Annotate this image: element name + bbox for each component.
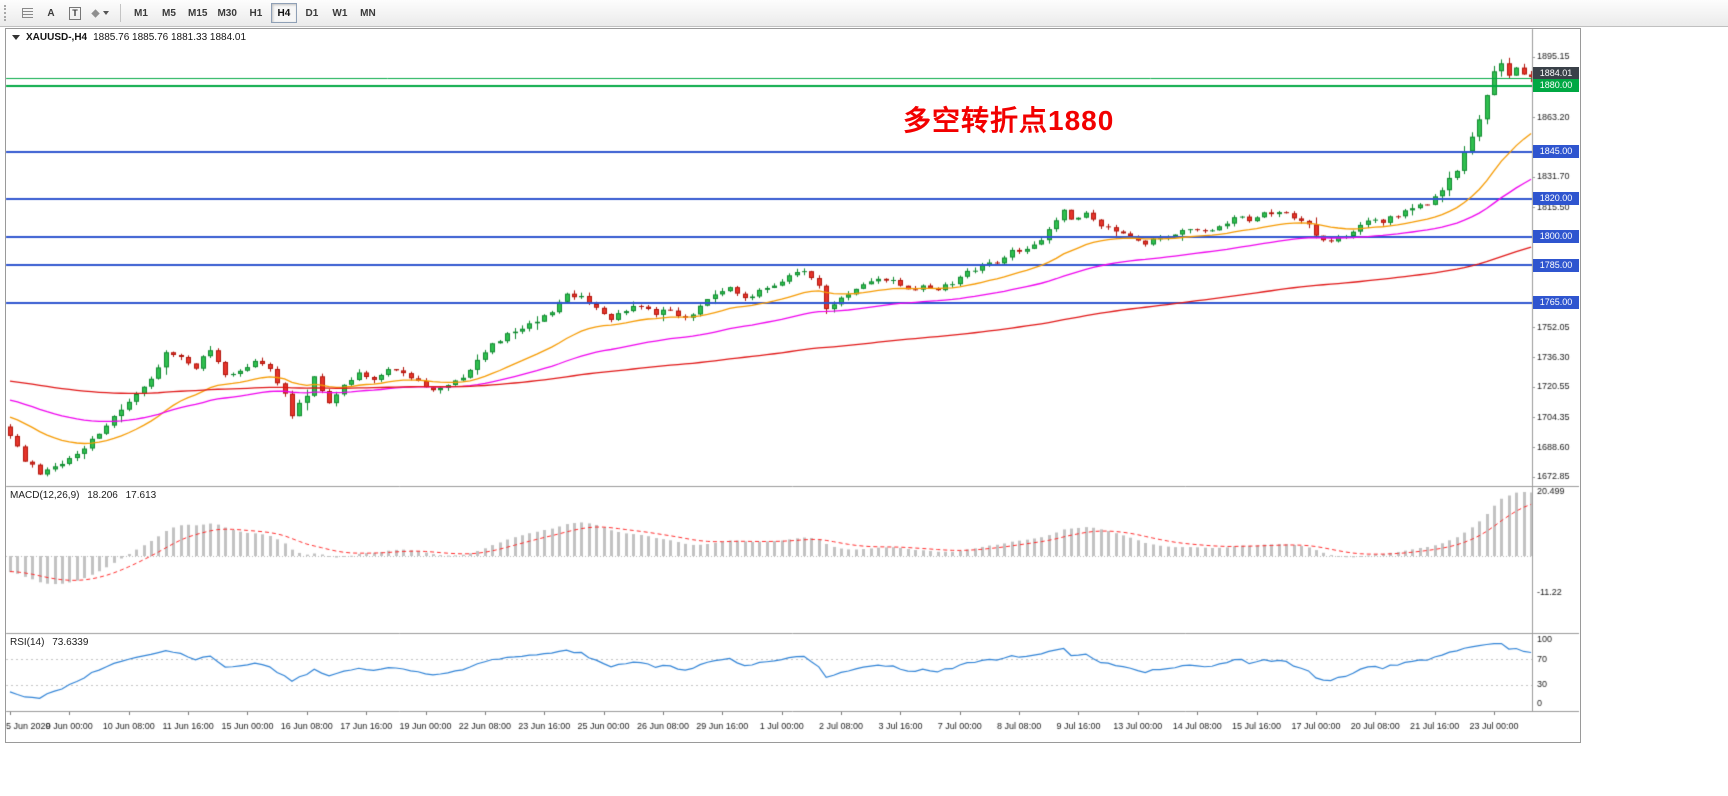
timeframe-m1-button[interactable]: M1 — [128, 3, 154, 23]
price-label-1845.00: 1845.00 — [1533, 145, 1579, 158]
text-label-button[interactable]: A — [40, 3, 62, 23]
timeframe-m15-button[interactable]: M15 — [184, 3, 211, 23]
text-tool-button[interactable]: T — [64, 3, 86, 23]
price-label-1765.00: 1765.00 — [1533, 296, 1579, 309]
chevron-down-icon — [103, 11, 109, 15]
text-tool-icon: T — [69, 6, 81, 20]
macd-value-signal: 17.613 — [125, 490, 157, 501]
toolbar-grip[interactable] — [4, 5, 10, 21]
symbol-info: XAUUSD-,H4 1885.76 1885.76 1881.33 1884.… — [12, 32, 246, 43]
price-label-1884.01: 1884.01 — [1533, 67, 1579, 80]
toolbar: A T M1 M5 M15 M30 H1 H4 D1 W1 MN — [0, 0, 1728, 27]
macd-label: MACD(12,26,9) 18.206 17.613 — [10, 490, 161, 501]
chart-grid-button[interactable] — [16, 3, 38, 23]
price-label-1880.00: 1880.00 — [1533, 79, 1579, 92]
price-label-1800.00: 1800.00 — [1533, 230, 1579, 243]
rsi-label: RSI(14) 73.6339 — [10, 637, 93, 648]
timeframe-d1-button[interactable]: D1 — [299, 3, 325, 23]
timeframe-mn-button[interactable]: MN — [355, 3, 381, 23]
ohlc-values: 1885.76 1885.76 1881.33 1884.01 — [93, 32, 247, 43]
annotation-text[interactable]: 多空转折点1880 — [903, 105, 1115, 136]
toolbar-separator — [120, 4, 121, 22]
macd-value-main: 18.206 — [87, 490, 118, 501]
shapes-icon — [91, 8, 100, 18]
timeframe-m5-button[interactable]: M5 — [156, 3, 182, 23]
price-label-1820.00: 1820.00 — [1533, 192, 1579, 205]
symbol-title: XAUUSD-,H4 — [26, 32, 88, 43]
rsi-value: 73.6339 — [52, 637, 89, 648]
rsi-title: RSI(14) — [10, 637, 45, 648]
timeframe-m30-button[interactable]: M30 — [213, 3, 240, 23]
price-label-1785.00: 1785.00 — [1533, 259, 1579, 272]
timeframe-h4-button[interactable]: H4 — [270, 3, 297, 23]
timeframe-w1-button[interactable]: W1 — [327, 3, 353, 23]
shapes-dropdown-button[interactable] — [88, 3, 113, 23]
expand-triangle-icon[interactable] — [12, 35, 20, 40]
timeframe-h1-button[interactable]: H1 — [243, 3, 269, 23]
chart-grid-icon — [21, 8, 33, 18]
text-label-icon: A — [47, 7, 55, 19]
macd-title: MACD(12,26,9) — [10, 490, 80, 501]
